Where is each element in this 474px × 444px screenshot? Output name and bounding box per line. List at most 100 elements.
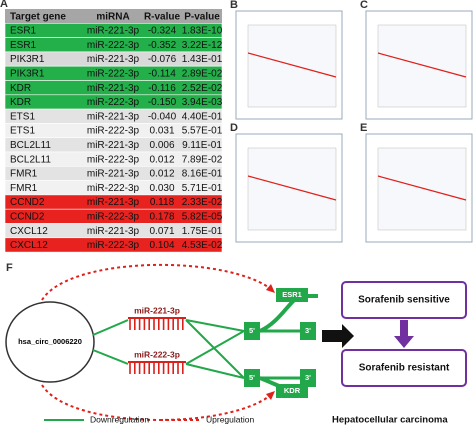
- fit-line: [377, 175, 467, 201]
- table-cell: PIK3R1: [10, 68, 45, 79]
- link: [185, 319, 245, 379]
- table-cell: -0.116: [148, 83, 176, 94]
- table-cell: miR-221-3p: [87, 26, 140, 37]
- table-row: [4, 237, 223, 253]
- header-row: [5, 9, 222, 24]
- header-cell: miRNA: [96, 11, 129, 22]
- arrowhead: [266, 284, 275, 293]
- arrow: [394, 336, 414, 348]
- table-cell: miR-221-3p: [87, 111, 140, 122]
- three-prime: 3': [305, 326, 311, 335]
- link: [185, 319, 245, 332]
- table-cell: FMR1: [10, 183, 38, 194]
- table-cell: 1.83E-10: [182, 26, 223, 37]
- table-cell: ETS1: [10, 111, 35, 122]
- table-cell: BCL2L11: [10, 140, 51, 151]
- panel-label: E: [360, 122, 367, 134]
- fit-line: [377, 52, 467, 78]
- table-cell: 8.16E-01: [182, 169, 223, 180]
- table-cell: CCND2: [10, 211, 45, 222]
- table-cell: miR-222-3p: [87, 240, 140, 251]
- gene-box: [276, 384, 308, 398]
- utr-box: [244, 369, 260, 387]
- table-cell: 0.006: [149, 140, 174, 151]
- table-cell: ESR1: [10, 40, 37, 51]
- context-label: Hepatocellular carcinoma: [332, 415, 448, 426]
- link: [92, 319, 129, 336]
- three-prime: 3': [305, 373, 311, 382]
- table-cell: miR-222-3p: [87, 154, 140, 165]
- table-cell: CXCL12: [10, 240, 48, 251]
- table-cell: 3.22E-12: [182, 40, 223, 51]
- link: [92, 349, 129, 365]
- table-cell: miR-222-3p: [87, 211, 140, 222]
- table-cell: FMR1: [10, 169, 38, 180]
- circrna: [5, 301, 95, 383]
- table-cell: 0.012: [149, 169, 174, 180]
- table-cell: miR-222-3p: [87, 40, 140, 51]
- arrowhead: [266, 391, 275, 400]
- table-cell: 2.33E-02: [182, 197, 223, 208]
- five-prime: 5': [249, 373, 255, 382]
- outcome-label: Sorafenib resistant: [359, 363, 450, 374]
- table-cell: 0.071: [149, 226, 174, 237]
- table-cell: miR-222-3p: [87, 183, 140, 194]
- table-cell: ETS1: [10, 126, 35, 137]
- table-cell: 2.89E-02: [182, 68, 223, 79]
- utr-box: [244, 322, 260, 340]
- legend-label: Upregulation: [206, 414, 254, 424]
- table-cell: CXCL12: [10, 226, 48, 237]
- scatter-panels: B C D E: [230, 0, 473, 243]
- header-cell: Target gene: [10, 11, 66, 22]
- table-cell: CCND2: [10, 197, 45, 208]
- table-cell: miR-222-3p: [87, 97, 140, 108]
- table-cell: 4.40E-01: [182, 111, 223, 122]
- table-cell: -0.040: [148, 111, 177, 122]
- table-cell: 1.75E-01: [182, 226, 223, 237]
- upregulation-arc: [41, 263, 273, 301]
- table-cell: 5.57E-01: [182, 126, 223, 137]
- fit-line: [247, 175, 337, 201]
- table-cell: 1.43E-01: [182, 54, 223, 65]
- panel-label: D: [230, 122, 238, 134]
- table-cell: miR-222-3p: [87, 68, 140, 79]
- table-cell: 3.94E-03: [182, 97, 223, 108]
- outcome-label: Sorafenib sensitive: [358, 295, 450, 306]
- plot-area: [247, 147, 337, 231]
- table-cell: miR-221-3p: [87, 140, 140, 151]
- table-cell: miR-222-3p: [87, 126, 140, 137]
- outcome-box: [341, 349, 467, 387]
- mirna-label: miR-221-3p: [134, 305, 180, 315]
- panel-label: C: [360, 0, 368, 11]
- utr-box: [300, 369, 316, 387]
- mirna-sponges: [128, 317, 186, 374]
- table-cell: 0.118: [150, 197, 175, 208]
- table-cell: 2.52E-02: [182, 83, 223, 94]
- table-cell: KDR: [10, 97, 31, 108]
- table-cell: miR-221-3p: [87, 197, 140, 208]
- header-cell: P-value: [184, 11, 220, 22]
- utr-box: [300, 322, 316, 340]
- table-cell: miR-221-3p: [87, 54, 140, 65]
- table-cell: KDR: [10, 83, 31, 94]
- table-cell: -0.352: [148, 40, 177, 51]
- link: [185, 330, 245, 365]
- panel-label: B: [230, 0, 238, 11]
- five-prime: 5': [249, 326, 255, 335]
- table-cell: 5.82E-05: [182, 211, 223, 222]
- table-cell: 0.030: [149, 183, 174, 194]
- table-cell: 5.71E-01: [182, 183, 223, 194]
- arrow: [322, 324, 354, 348]
- table-cell: 9.11E-01: [182, 140, 222, 151]
- table-cell: 4.53E-02: [182, 240, 223, 251]
- table-cell: PIK3R1: [10, 54, 45, 65]
- plot-area: [377, 147, 467, 231]
- table-cell: -0.114: [148, 68, 176, 79]
- arrow: [400, 320, 408, 338]
- header-cell: R-value: [144, 11, 181, 22]
- table-cell: BCL2L11: [10, 154, 51, 165]
- gene-label: ESR1: [282, 290, 302, 299]
- link: [185, 363, 245, 379]
